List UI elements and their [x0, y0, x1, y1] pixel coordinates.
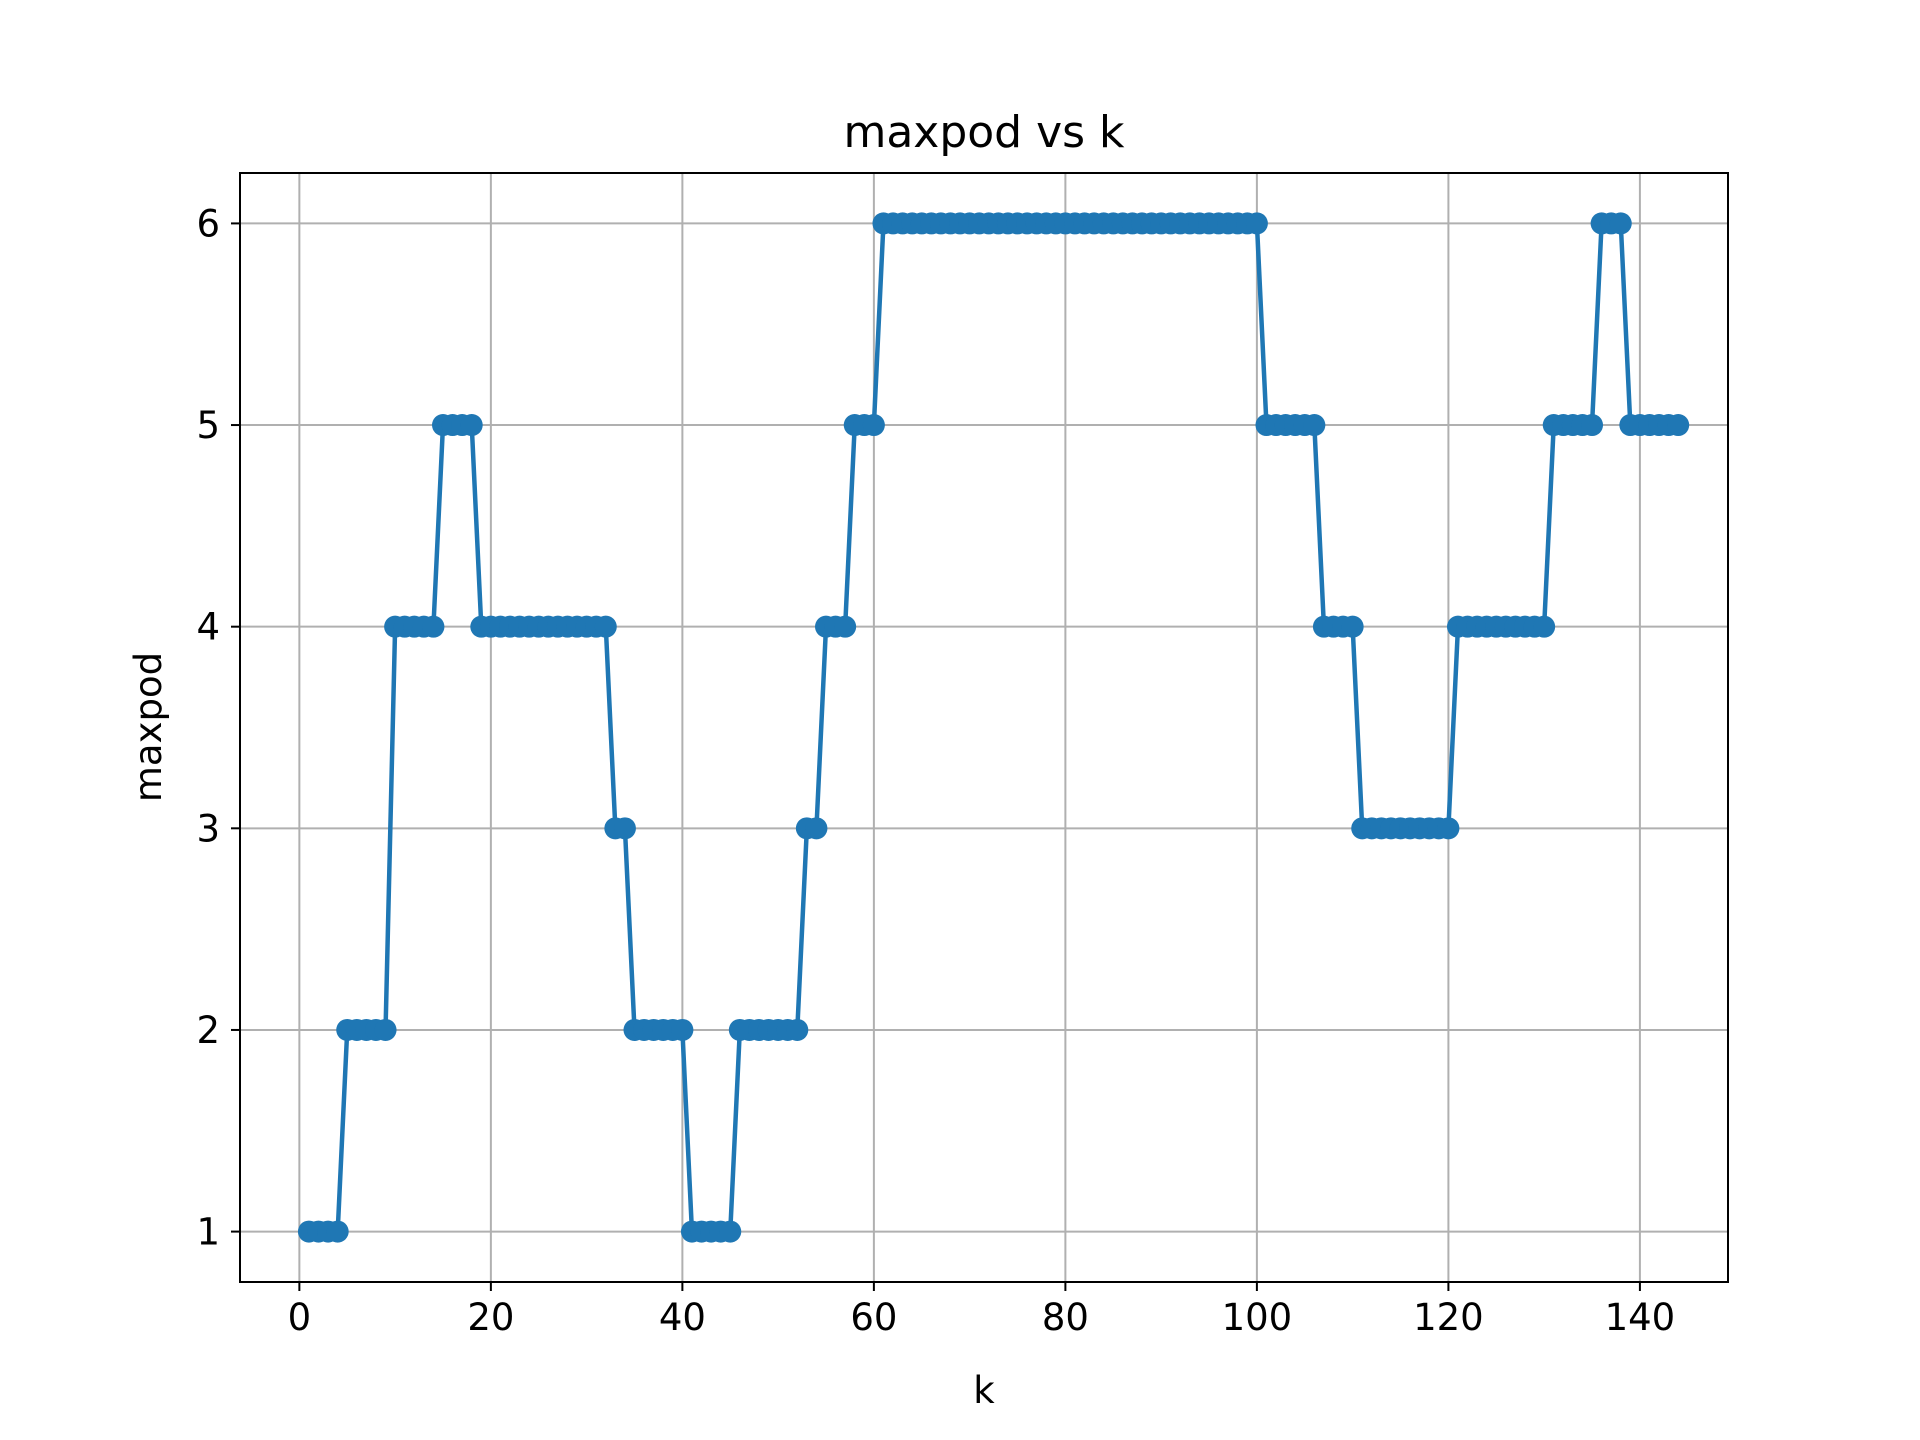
series-line — [308, 221, 1679, 1234]
x-tick-label: 40 — [659, 1296, 706, 1339]
data-point — [671, 1018, 694, 1041]
data-point — [374, 1018, 397, 1041]
plot-frame — [239, 172, 1729, 1283]
data-point — [460, 414, 483, 437]
data-point — [1303, 414, 1326, 437]
x-tick-label: 60 — [850, 1296, 897, 1339]
data-point — [1533, 615, 1556, 638]
x-axis-label: k — [973, 1369, 995, 1412]
y-tick-label: 1 — [196, 1211, 220, 1254]
y-tick-label: 4 — [196, 606, 220, 649]
x-tick-label: 0 — [288, 1296, 312, 1339]
x-tick-label: 120 — [1413, 1296, 1484, 1339]
grid — [240, 173, 1728, 1282]
data-point — [422, 615, 445, 638]
y-tick-label: 6 — [196, 202, 220, 245]
data-point — [613, 817, 636, 840]
data-point — [1245, 212, 1268, 235]
data-point — [1581, 414, 1604, 437]
x-tick-label: 80 — [1042, 1296, 1089, 1339]
data-point — [1667, 414, 1690, 437]
data-point — [805, 817, 828, 840]
series-layer — [297, 212, 1690, 1243]
data-point — [1609, 212, 1632, 235]
data-point — [786, 1018, 809, 1041]
y-tick-label: 2 — [196, 1009, 220, 1052]
data-point — [719, 1220, 742, 1243]
chart-title: maxpod vs k — [843, 107, 1125, 158]
data-point — [1341, 615, 1364, 638]
x-tick-label: 20 — [467, 1296, 514, 1339]
data-point — [326, 1220, 349, 1243]
data-point — [862, 414, 885, 437]
x-tick-label: 100 — [1222, 1296, 1293, 1339]
x-tick-label: 140 — [1605, 1296, 1676, 1339]
y-axis-label: maxpod — [127, 652, 170, 802]
data-point — [834, 615, 857, 638]
ticks: 0 20 40 60 80 100 120 140 1 2 3 4 5 6 — [196, 202, 1675, 1339]
y-tick-label: 3 — [196, 807, 220, 850]
y-tick-label: 5 — [196, 404, 220, 447]
data-point — [1437, 817, 1460, 840]
data-point — [594, 615, 617, 638]
